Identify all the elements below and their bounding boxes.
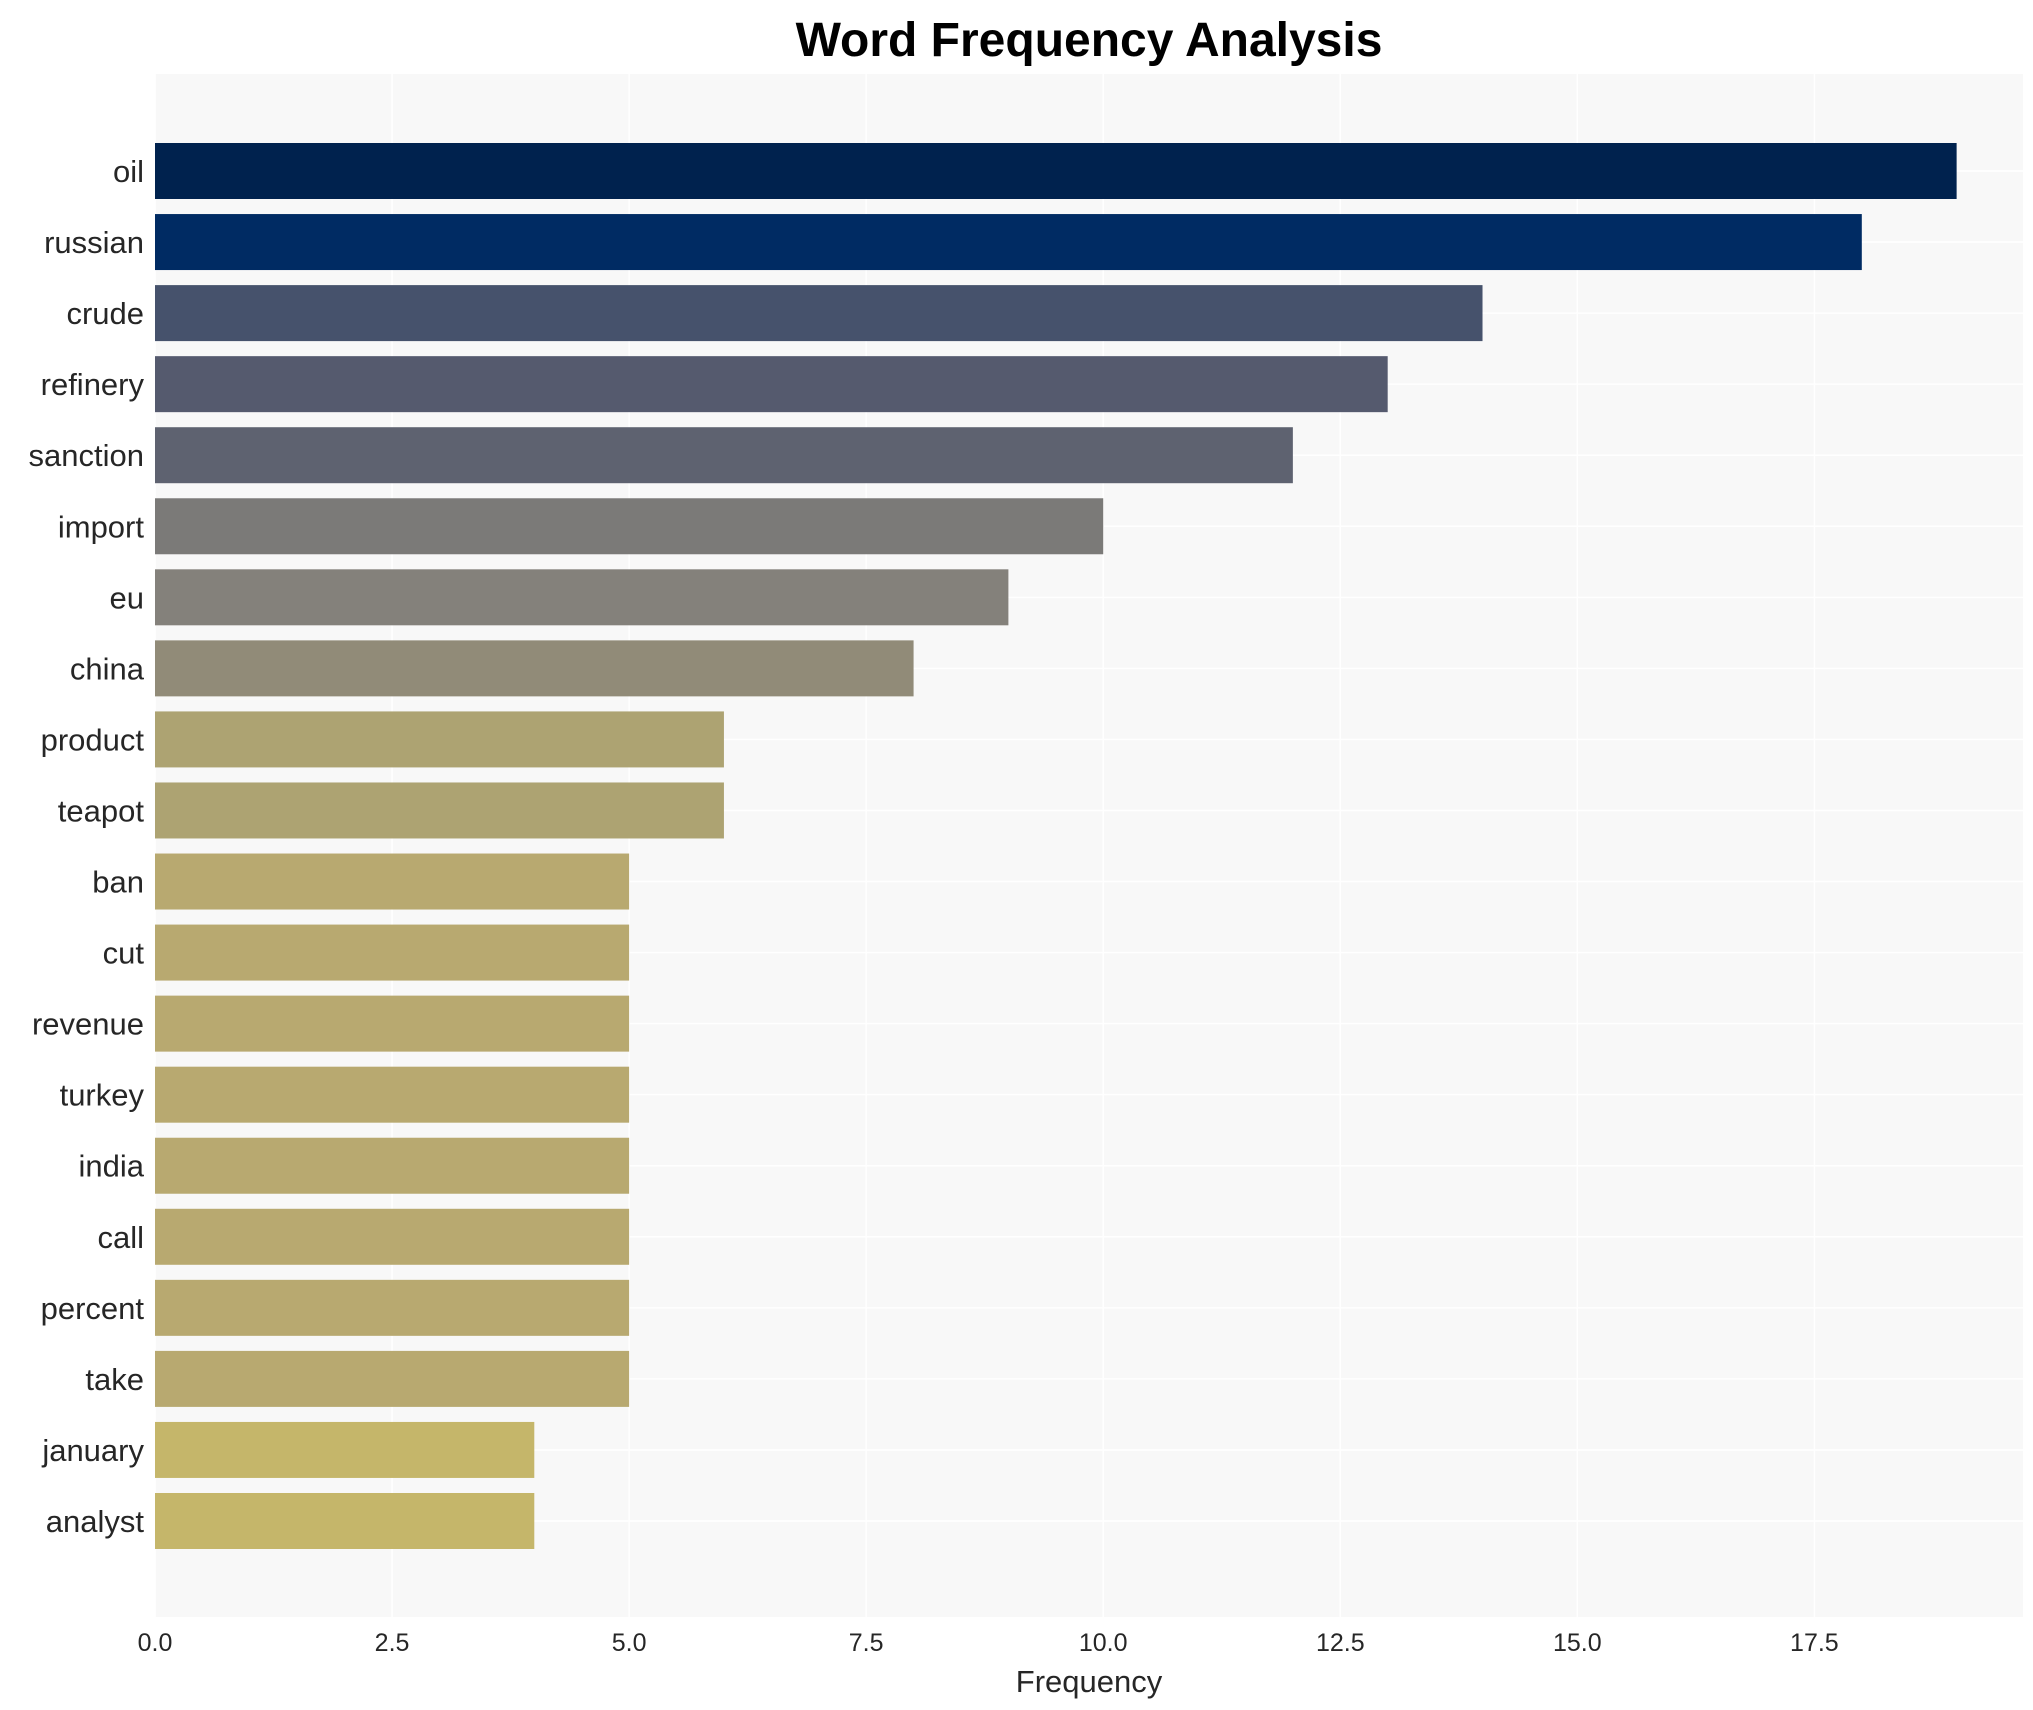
y-tick-labels: oil russian crude refinery sanction import eu c… (29, 154, 145, 1539)
bar-call (155, 1208, 630, 1265)
bar-eu (155, 569, 1009, 626)
y-tick-label-crude: crude (66, 296, 144, 331)
x-tick-label: 12.5 (1316, 1629, 1365, 1657)
y-tick-label-january: january (41, 1433, 144, 1468)
bars (155, 143, 1957, 1549)
y-tick-label-russian: russian (44, 225, 144, 260)
y-tick-label-turkey: turkey (60, 1078, 145, 1113)
x-tick-label: 0.0 (138, 1629, 173, 1657)
bar-oil (155, 143, 1957, 199)
x-tick-label: 15.0 (1553, 1629, 1602, 1657)
bar-china (155, 640, 914, 697)
y-tick-label-analyst: analyst (46, 1504, 145, 1539)
y-tick-label-percent: percent (41, 1291, 145, 1326)
y-tick-label-revenue: revenue (32, 1007, 144, 1042)
x-tick-label: 7.5 (849, 1629, 884, 1657)
bar-sanction (155, 427, 1293, 484)
bar-crude (155, 285, 1483, 342)
bar-january (155, 1421, 535, 1478)
x-tick-label: 17.5 (1790, 1629, 1839, 1657)
bar-product (155, 711, 724, 768)
bar-russian (155, 214, 1862, 271)
bar-ban (155, 853, 630, 910)
bar-revenue (155, 995, 630, 1052)
y-tick-label-cut: cut (103, 936, 145, 971)
y-tick-label-call: call (97, 1220, 144, 1255)
bar-import (155, 498, 1104, 555)
y-tick-label-teapot: teapot (58, 793, 145, 828)
x-tick-label: 2.5 (375, 1629, 410, 1657)
bar-teapot (155, 782, 724, 839)
x-tick-label: 5.0 (612, 1629, 647, 1657)
y-tick-label-sanction: sanction (29, 438, 144, 473)
y-tick-label-china: china (70, 651, 145, 686)
bar-analyst (155, 1493, 535, 1549)
bar-turkey (155, 1066, 630, 1123)
y-tick-label-refinery: refinery (41, 367, 145, 402)
x-tick-labels: 0.0 2.5 5.0 7.5 10.0 12.5 15.0 17.5 (138, 1629, 1839, 1657)
y-tick-label-ban: ban (92, 865, 144, 900)
bar-percent (155, 1279, 630, 1336)
bar-take (155, 1350, 630, 1407)
x-tick-label: 10.0 (1079, 1629, 1128, 1657)
bar-refinery (155, 356, 1388, 413)
y-tick-label-oil: oil (113, 154, 144, 189)
y-tick-label-product: product (41, 722, 145, 757)
y-tick-label-take: take (85, 1362, 144, 1397)
bar-cut (155, 924, 630, 981)
y-tick-label-import: import (58, 509, 145, 544)
x-axis-label: Frequency (1016, 1664, 1163, 1699)
y-tick-label-india: india (79, 1149, 145, 1184)
chart-title: Word Frequency Analysis (796, 14, 1383, 67)
bar-india (155, 1137, 630, 1194)
y-tick-label-eu: eu (110, 580, 144, 615)
